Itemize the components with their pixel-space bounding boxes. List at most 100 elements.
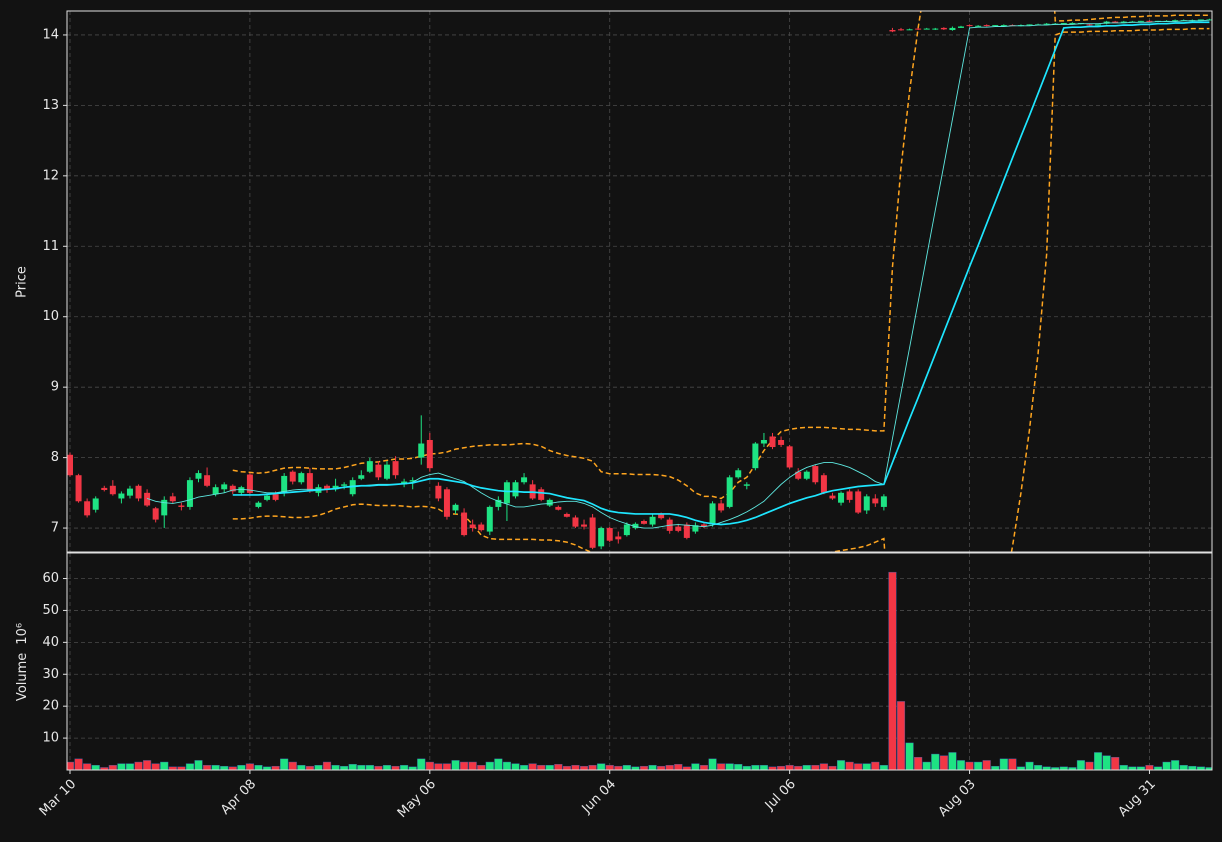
y-tick-label: 9: [51, 380, 59, 395]
candle-body: [1069, 22, 1076, 24]
volume-bar: [134, 761, 143, 770]
volume-bar: [1111, 757, 1120, 770]
candle-body: [289, 471, 296, 482]
candle-body: [195, 473, 202, 479]
volume-bar: [1025, 761, 1034, 770]
candle-body: [392, 461, 399, 476]
volume-bar: [956, 760, 966, 770]
y-tick-label: 20: [42, 699, 59, 714]
candle-body: [118, 493, 125, 499]
volume-bar: [1068, 767, 1077, 770]
candle-body: [923, 28, 930, 30]
candle-body: [1095, 24, 1102, 26]
candle-body: [975, 25, 982, 27]
volume-bar: [699, 765, 709, 770]
volume-bar: [391, 765, 400, 770]
candle-body: [426, 439, 433, 469]
volume-bar: [485, 761, 494, 770]
volume-bar: [1085, 761, 1094, 770]
volume-bar: [914, 757, 923, 770]
candle-body: [640, 521, 647, 524]
y-tick-label: 14: [42, 27, 59, 42]
price-panel: [67, 11, 1212, 552]
candle-body: [898, 29, 905, 31]
volume-bar: [1076, 760, 1085, 770]
volume-bar: [682, 766, 691, 770]
volume-bar: [237, 765, 246, 770]
volume-bar: [982, 760, 991, 770]
volume-bar: [768, 766, 777, 770]
candle-body: [863, 496, 870, 511]
candle-body: [992, 25, 999, 27]
volume-bar: [1196, 766, 1205, 770]
volume-bar: [348, 764, 357, 770]
candle-body: [538, 489, 545, 500]
volume-bar: [314, 765, 323, 770]
candle-body: [726, 477, 733, 507]
candle-body: [983, 25, 990, 27]
candle-body: [341, 484, 348, 486]
volume-bar: [871, 761, 880, 770]
price-axis-label: Price: [15, 266, 30, 298]
volume-bar: [845, 761, 854, 770]
volume-bar: [922, 761, 931, 770]
volume-bar: [322, 761, 332, 770]
volume-bar: [340, 765, 349, 770]
candle-body: [743, 484, 750, 486]
candle-body: [957, 26, 964, 28]
volume-bar: [999, 758, 1008, 770]
volume-bar: [1188, 765, 1197, 770]
candle-body: [298, 473, 305, 483]
volume-bar: [888, 571, 897, 770]
candle-body: [880, 496, 887, 507]
candle-body: [889, 30, 896, 32]
volume-bar: [1102, 755, 1111, 770]
volume-bar: [991, 765, 1000, 770]
volume-bar: [665, 765, 674, 770]
y-tick-label: 10: [42, 309, 59, 324]
candle-body: [152, 508, 159, 520]
volume-bar: [614, 765, 623, 770]
volume-bar: [879, 765, 888, 770]
volume-bar: [639, 765, 649, 770]
volume-bar: [117, 763, 126, 770]
candle-body: [1146, 20, 1153, 22]
candle-body: [503, 482, 510, 504]
volume-bar: [1008, 758, 1017, 770]
y-tick-label: 11: [42, 239, 59, 254]
candle-body: [658, 513, 665, 519]
volume-bar: [1119, 765, 1128, 770]
candle-body: [272, 494, 279, 500]
volume-bar: [1059, 766, 1068, 770]
volume-bar: [785, 765, 794, 770]
candle-body: [632, 523, 639, 529]
volume-bar: [751, 765, 760, 770]
candle-body: [615, 536, 622, 540]
candle-body: [178, 505, 185, 507]
volume-bar: [717, 763, 726, 770]
volume-bar: [862, 763, 871, 770]
volume-bar: [734, 764, 743, 770]
candle-body: [264, 495, 271, 500]
candle-body: [546, 499, 553, 506]
candle-body: [366, 461, 373, 472]
candle-body: [144, 492, 151, 506]
volume-bar: [468, 761, 477, 770]
y-tick-label: 40: [42, 635, 59, 650]
candle-body: [709, 503, 716, 525]
candle-body: [306, 473, 313, 492]
volume-bar: [228, 766, 237, 770]
volume-bar: [365, 765, 374, 770]
volume-bar: [802, 765, 811, 770]
volume-bar: [836, 760, 846, 770]
volume-bar: [494, 758, 503, 770]
candle-body: [452, 504, 459, 511]
candle-body: [932, 28, 939, 30]
volume-bar: [537, 765, 546, 770]
volume-bar: [1094, 752, 1103, 770]
volume-bar: [417, 758, 426, 770]
volume-bar: [931, 753, 940, 770]
volume-label: Volume: [15, 653, 30, 701]
y-tick-label: 50: [42, 603, 59, 618]
